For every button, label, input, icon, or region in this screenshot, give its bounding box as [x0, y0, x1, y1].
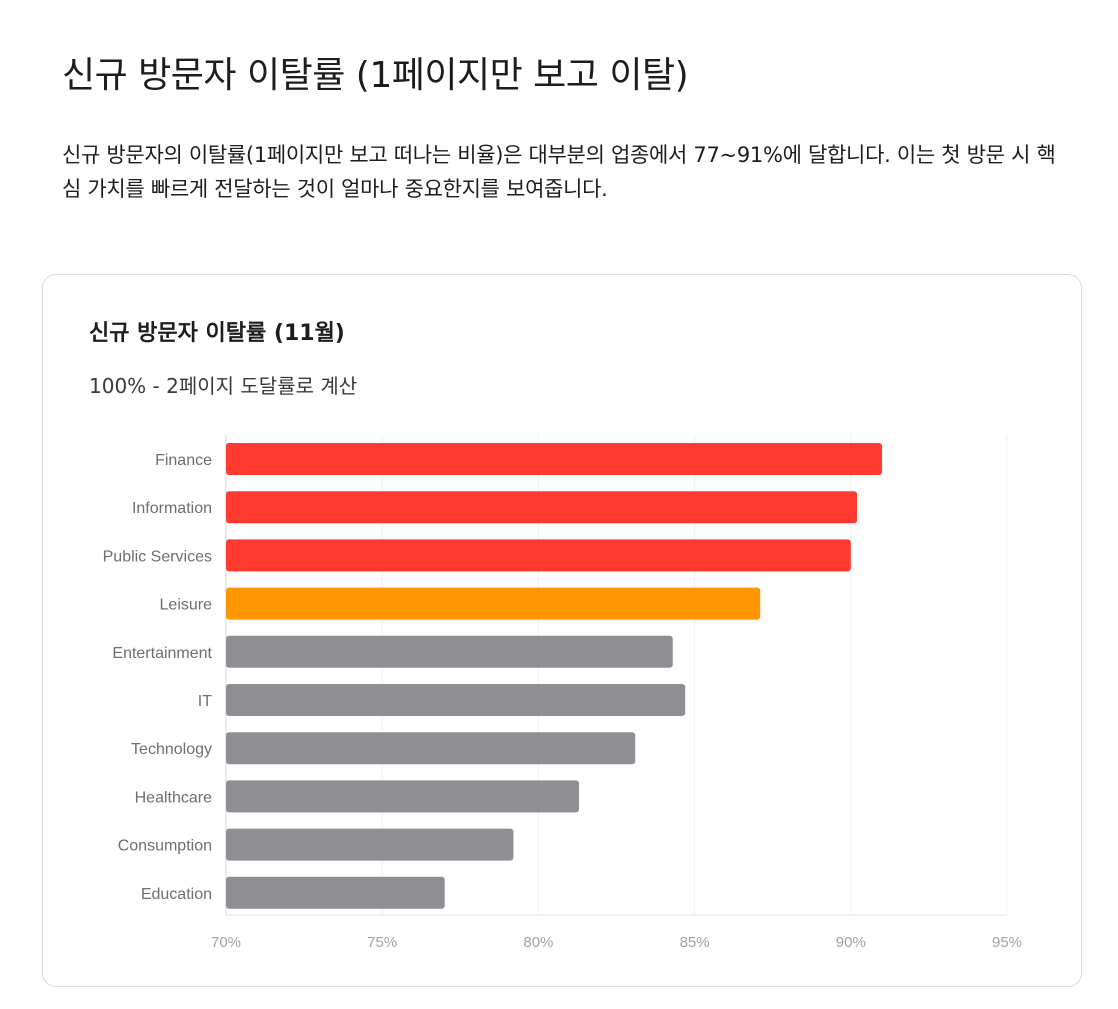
bar-it: [226, 684, 686, 716]
page-title: 신규 방문자 이탈률 (1페이지만 보고 이탈): [62, 55, 689, 96]
x-tick-label: 85%: [680, 934, 710, 951]
bar-information: [226, 491, 858, 524]
category-label: Entertainment: [112, 645, 212, 662]
category-label: Public Services: [103, 548, 212, 565]
bar-entertainment: [226, 635, 673, 668]
x-tick-label: 70%: [211, 934, 241, 951]
x-tick-label: 90%: [836, 934, 866, 951]
bar-healthcare: [226, 780, 580, 813]
category-label: Consumption: [118, 838, 212, 855]
bar-education: [226, 876, 445, 909]
category-label: Education: [141, 886, 212, 903]
category-label: Information: [132, 500, 212, 517]
bar-leisure: [226, 587, 761, 620]
chart-title: 신규 방문자 이탈률 (11월): [89, 321, 345, 346]
bar-technology: [226, 732, 636, 765]
bar-chart: Finance Information Public Services Leisure…: [103, 435, 1022, 951]
x-tick-label: 95%: [992, 934, 1022, 951]
chart-card: 신규 방문자 이탈률 (11월) 100% - 2페이지 도달률로 계산 Fin…: [42, 274, 1082, 987]
category-label: Technology: [131, 741, 212, 758]
bars: [226, 443, 883, 909]
x-axis-ticks: 70% 75% 80% 85% 90% 95%: [211, 934, 1022, 951]
category-label: Finance: [155, 452, 212, 469]
x-tick-label: 75%: [367, 934, 397, 951]
category-label: IT: [198, 693, 212, 710]
chart-subtitle: 100% - 2페이지 도달률로 계산: [89, 374, 358, 398]
page-description: 신규 방문자의 이탈률(1페이지만 보고 떠나는 비율)은 대부분의 업종에서 …: [62, 143, 1056, 201]
category-label: Leisure: [160, 597, 213, 614]
category-label: Healthcare: [135, 789, 212, 806]
bar-public-services: [226, 539, 851, 572]
x-tick-label: 80%: [523, 934, 553, 951]
bar-consumption: [226, 828, 514, 861]
bar-finance: [226, 443, 883, 475]
category-labels: Finance Information Public Services Leisure…: [103, 452, 213, 903]
